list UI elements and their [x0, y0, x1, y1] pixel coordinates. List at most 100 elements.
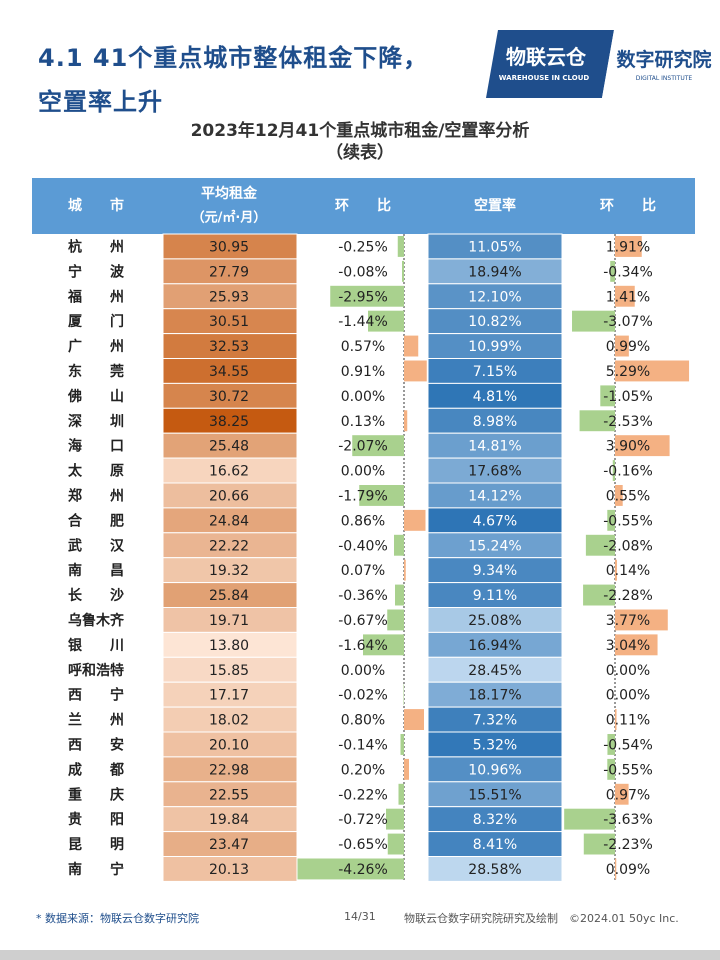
chart-title: 2023年12月41个重点城市租金/空置率分析 （续表） [0, 120, 720, 164]
vacancy-value: 7.32% [473, 713, 517, 729]
rent-mom-bar [395, 584, 404, 606]
vacancy-cell [427, 831, 563, 857]
rent-cell [162, 856, 298, 882]
logo-right-text: 数字研究院 [616, 48, 711, 71]
vac-mom-bar [572, 310, 615, 332]
rent-mom-bar [363, 634, 404, 656]
rent-mom-value: 0.91% [341, 364, 385, 380]
rent-mom-value: 0.86% [341, 513, 385, 529]
vac-mom-bar [615, 236, 642, 257]
page-title-line1: 4.1 41个重点城市整体租金下降， [38, 44, 429, 72]
vacancy-cell [427, 358, 563, 384]
city-label: 福 州 [67, 288, 124, 305]
vac-mom-value: 1.91% [606, 239, 650, 255]
source-note: * 数据来源：物联云仓数字研究院 [36, 912, 199, 925]
rent-mom-bar [297, 858, 404, 880]
rent-value: 19.32 [209, 563, 249, 579]
vac-mom-value: -3.63% [603, 812, 653, 828]
city-label: 佛 山 [67, 388, 124, 405]
city-label: 南 宁 [68, 861, 124, 878]
credit-note: 物联云仓数字研究院研究及绘制 ©2024.01 50yc Inc. [404, 912, 679, 925]
vac-mom-bar [615, 709, 617, 730]
vac-mom-bar [612, 460, 615, 481]
rent-cell [162, 681, 298, 708]
vac-mom-value: -0.16% [603, 464, 653, 480]
rent-mom-value: 0.00% [341, 663, 385, 679]
city-label: 东 莞 [68, 363, 124, 380]
header-vac-mom: 环 比 [600, 197, 656, 214]
rent-cell [162, 831, 298, 857]
vac-mom-bar [615, 435, 670, 457]
vacancy-value: 16.94% [468, 638, 521, 654]
vac-mom-value: 0.97% [606, 787, 650, 803]
rent-mom-value: -4.26% [338, 862, 388, 878]
rent-cell [162, 482, 298, 509]
page-title-line2: 空置率上升 [38, 88, 163, 116]
chart-title-line1: 2023年12月41个重点城市租金/空置率分析 [190, 121, 530, 141]
city-label: 广 州 [68, 338, 124, 355]
header-rent: 平均租金 [201, 185, 258, 202]
rent-mom-bar [387, 833, 404, 855]
vacancy-value: 7.15% [473, 364, 517, 380]
vac-mom-value: 0.99% [606, 339, 650, 355]
rent-mom-value: 0.00% [341, 389, 385, 405]
vac-mom-value: -3.07% [603, 314, 653, 330]
vacancy-value: 14.12% [468, 488, 521, 504]
rent-mom-value: -0.22% [338, 787, 388, 803]
vacancy-cell [427, 258, 563, 285]
rent-mom-bar [387, 609, 404, 631]
bottom-bar [0, 950, 720, 960]
rent-value: 17.17 [209, 688, 249, 704]
rent-mom-value: 0.00% [341, 464, 385, 480]
rent-value: 30.51 [209, 314, 249, 330]
rent-value: 18.02 [209, 713, 249, 729]
vac-mom-bar [615, 858, 617, 880]
city-label: 长 沙 [68, 587, 124, 604]
vac-mom-bar [615, 285, 635, 307]
rent-mom-value: -0.67% [338, 613, 388, 629]
header-city: 城 市 [68, 197, 124, 214]
logo-left-sub: WAREHOUSE IN CLOUD [499, 74, 590, 82]
rent-cell [162, 631, 298, 658]
rent-mom-value: -1.64% [338, 638, 388, 654]
vacancy-value: 4.67% [473, 513, 517, 529]
vac-mom-bar [615, 360, 690, 382]
logo-left-text: 物联云仓 [506, 45, 587, 69]
vacancy-cell [427, 233, 563, 260]
rent-mom-bar [386, 808, 404, 830]
rent-value: 20.66 [209, 488, 249, 504]
vacancy-cell [427, 482, 563, 509]
vacancy-value: 18.94% [468, 264, 521, 280]
rent-cell [162, 731, 298, 758]
rent-cell [162, 308, 298, 335]
vac-mom-value: -2.08% [603, 538, 653, 554]
table-header-bg [32, 178, 695, 234]
rent-mom-value: 0.57% [341, 339, 385, 355]
rent-mom-bar [368, 310, 404, 332]
vac-mom-value: -0.55% [603, 762, 653, 778]
rent-mom-value: 0.07% [341, 563, 385, 579]
city-label: 西 宁 [68, 687, 124, 704]
rent-value: 23.47 [209, 837, 249, 853]
rent-value: 30.95 [209, 239, 249, 255]
city-label: 武 汉 [68, 537, 125, 554]
vacancy-cell [427, 532, 563, 559]
rent-cell [162, 233, 298, 260]
rent-value: 38.25 [209, 414, 249, 430]
rent-cell [162, 333, 298, 360]
vacancy-cell [427, 631, 563, 658]
header-rent-mom: 环 比 [335, 197, 391, 214]
vac-mom-bar [615, 634, 658, 656]
header-vacancy: 空置率 [474, 197, 516, 214]
vac-mom-bar [583, 584, 615, 606]
vac-mom-value: 5.29% [606, 364, 650, 380]
vacancy-cell [427, 656, 563, 683]
rent-cell [162, 706, 298, 733]
vac-mom-bar [564, 808, 615, 830]
rent-mom-value: -1.44% [338, 314, 388, 330]
rent-value: 24.84 [209, 513, 249, 529]
brand-logo: 物联云仓 WAREHOUSE IN CLOUD 数字研究院 DIGITAL IN… [486, 30, 720, 98]
vacancy-value: 28.58% [468, 862, 521, 878]
vacancy-value: 12.10% [468, 289, 521, 305]
